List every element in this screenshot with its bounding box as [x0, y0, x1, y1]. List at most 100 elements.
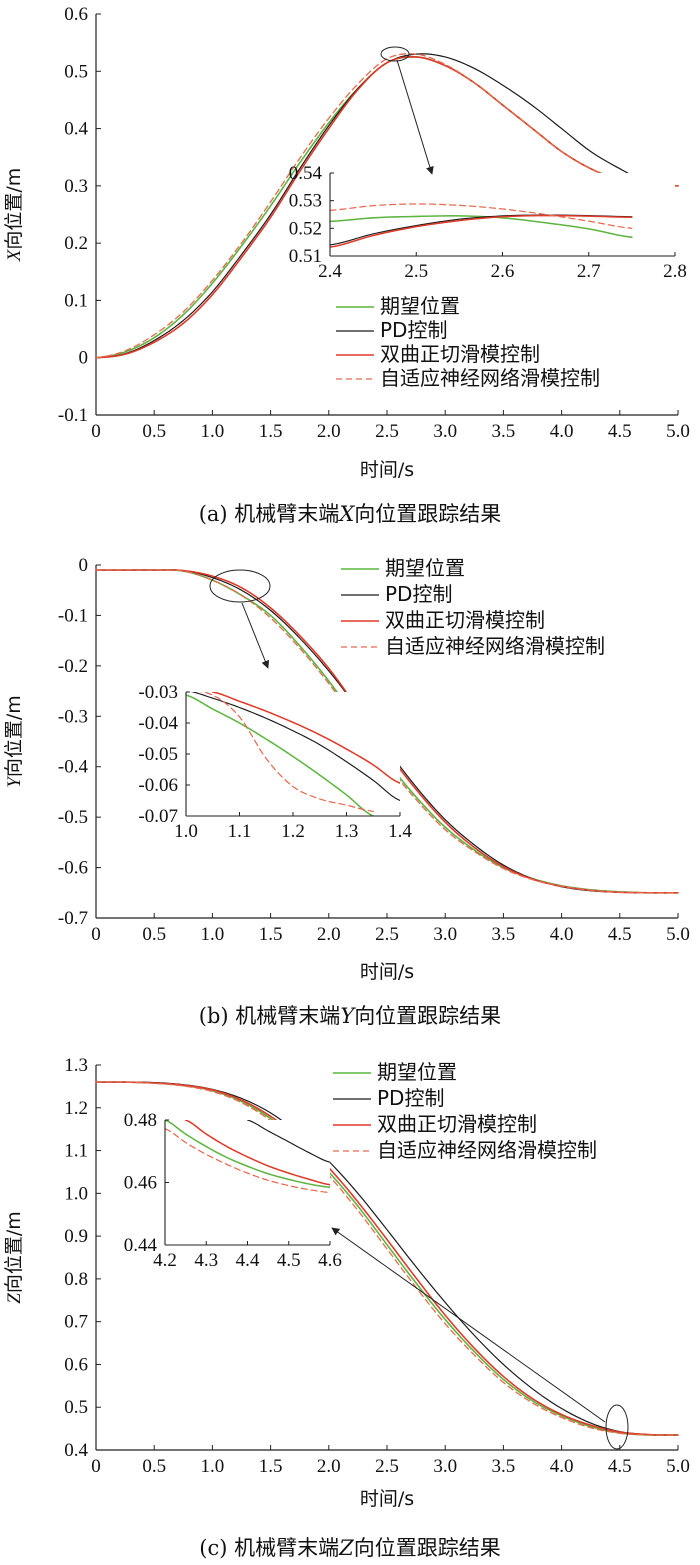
inset-y-tick-label: 0.44: [124, 1235, 158, 1256]
inset-series-3: [184, 1120, 330, 1186]
inset-y-tick-label: 0.48: [124, 1110, 157, 1131]
inset-series-4: [165, 1128, 330, 1194]
y-tick-label: 1.2: [64, 1098, 88, 1119]
caption-suffix: 向位置跟踪结果: [354, 1004, 501, 1028]
panel-caption: (b) 机械臂末端Y向位置跟踪结果: [199, 1004, 501, 1028]
y-tick-label: -0.5: [58, 807, 88, 828]
inset-plot-area: [330, 203, 633, 248]
main-series-4: [95, 1081, 679, 1436]
inset-x-tick-label: 1.0: [174, 821, 198, 842]
zoom-arrow: [241, 602, 270, 669]
inset-y-tick-label: -0.07: [138, 806, 178, 827]
legend-label: 双曲正切滑模控制: [385, 608, 545, 632]
x-tick-label: 5.0: [666, 421, 690, 442]
y-tick-label: 0.8: [64, 1269, 88, 1290]
y-tick-label: 0.9: [64, 1226, 88, 1247]
x-tick-label: 1.5: [259, 421, 283, 442]
caption-variable: Y: [340, 1004, 356, 1028]
inset-y-tick-label: 0.54: [289, 163, 323, 184]
inset-series-4: [198, 692, 374, 812]
x-tick-label: 2.5: [375, 924, 399, 945]
y-axis-label: Z向位置/m: [3, 1211, 25, 1304]
y-tick-label: 1.0: [64, 1183, 88, 1204]
inset-series-1: [186, 694, 375, 816]
inset-x-tick-label: 4.3: [194, 1250, 218, 1271]
inset-x-tick-label: 1.3: [335, 821, 359, 842]
inset-y-tick-label: -0.05: [138, 744, 178, 765]
x-axis-label: 时间/s: [360, 459, 414, 481]
caption-suffix: 向位置跟踪结果: [354, 502, 501, 526]
zoom-region-ellipse: [605, 1404, 629, 1450]
y-tick-label: -0.7: [58, 908, 88, 929]
zoom-region-ellipse: [380, 46, 410, 62]
x-tick-label: 0.5: [142, 421, 166, 442]
inset-background: [330, 173, 675, 256]
legend-label: PD控制: [380, 318, 447, 342]
chart-panel-3: 0 0.5 1.0 1.5 2.0 2.5 3.0 3.5 4.0 4.5 5.0 0.4 0.5 0.6…: [3, 1055, 690, 1560]
x-tick-label: 1.0: [201, 924, 225, 945]
x-tick-label: 3.0: [433, 1456, 457, 1477]
x-tick-label: 3.0: [433, 421, 457, 442]
inset-y-tick-label: 0.51: [289, 246, 322, 267]
y-tick-label: -0.1: [58, 605, 88, 626]
legend-label: 双曲正切滑模控制: [377, 1112, 537, 1136]
y-tick-label: 0.6: [64, 1354, 88, 1375]
y-tick-label: 1.1: [64, 1141, 88, 1162]
legend-label: 期望位置: [380, 294, 460, 318]
caption-variable: Z: [338, 1536, 354, 1560]
caption-variable: X: [337, 502, 355, 526]
main-series-4: [95, 53, 679, 359]
y-tick-label: -0.6: [58, 858, 88, 879]
y-axis-variable: X: [4, 248, 25, 262]
inset-x-tick-label: 2.5: [404, 261, 428, 282]
inset-chart: 4.2 4.3 4.4 4.5 4.6 0.44 0.46 0.48: [124, 1110, 342, 1271]
inset-series-3: [211, 692, 400, 784]
y-tick-label: 0.6: [64, 4, 88, 25]
inset-y-tick-label: -0.03: [138, 682, 178, 703]
x-tick-label: 2.0: [317, 421, 341, 442]
inset-series-1: [330, 215, 633, 238]
inset-plot-area: [186, 692, 400, 816]
y-tick-label: 0.2: [64, 233, 88, 254]
x-tick-label: 1.0: [201, 421, 225, 442]
inset-chart: 2.4 2.5 2.6 2.7 2.8 0.51 0.52 0.53 0.54: [289, 163, 687, 282]
y-tick-label: 0.5: [64, 1397, 88, 1418]
inset-series-2: [190, 692, 400, 802]
caption-prefix: (a) 机械臂末端: [199, 502, 340, 526]
x-tick-label: 3.0: [433, 924, 457, 945]
inset-y-tick-label: 0.52: [289, 218, 322, 239]
inset-x-tick-label: 2.7: [577, 261, 601, 282]
inset-x-tick-label: 1.2: [281, 821, 305, 842]
y-tick-label: 1.3: [64, 1055, 88, 1076]
y-tick-label: -0.1: [58, 405, 88, 426]
inset-y-tick-label: 0.53: [289, 191, 322, 212]
x-tick-label: 4.0: [550, 924, 574, 945]
inset-chart: 1.0 1.1 1.2 1.3 1.4 -0.07 -0.06 -0.05 -0.04 -0.03: [138, 682, 412, 842]
x-tick-label: 4.5: [608, 1456, 632, 1477]
main-series-3: [95, 1081, 679, 1436]
x-tick-label: 3.5: [492, 421, 516, 442]
inset-x-tick-label: 1.4: [388, 821, 412, 842]
legend-label: 双曲正切滑模控制: [380, 342, 540, 366]
zoom-arrow: [396, 59, 434, 175]
x-axis-label: 时间/s: [360, 961, 414, 983]
y-tick-label: 0.4: [64, 1440, 88, 1461]
inset-y-tick-label: 0.46: [124, 1173, 157, 1194]
x-tick-label: 2.0: [317, 924, 341, 945]
x-tick-label: 0.5: [142, 1456, 166, 1477]
y-tick-label: 0.1: [64, 290, 88, 311]
panel-caption: (a) 机械臂末端X向位置跟踪结果: [199, 502, 502, 526]
x-tick-label: 1.5: [259, 1456, 283, 1477]
inset-y-tick-label: -0.06: [138, 775, 178, 796]
x-tick-label: 2.0: [317, 1456, 341, 1477]
zoom-region-ellipse: [209, 569, 271, 603]
x-tick-label: 5.0: [666, 924, 690, 945]
y-tick-label: -0.4: [58, 757, 89, 778]
y-axis-label: Y向位置/m: [3, 695, 25, 788]
chart-panel-2: 0 0.5 1.0 1.5 2.0 2.5 3.0 3.5 4.0 4.5 5.0 -0.7 -0.6 -…: [3, 555, 690, 1028]
y-tick-label: -0.3: [58, 706, 88, 727]
x-tick-label: 1.0: [201, 1456, 225, 1477]
x-tick-label: 5.0: [666, 1456, 690, 1477]
inset-series-2: [246, 1120, 330, 1163]
